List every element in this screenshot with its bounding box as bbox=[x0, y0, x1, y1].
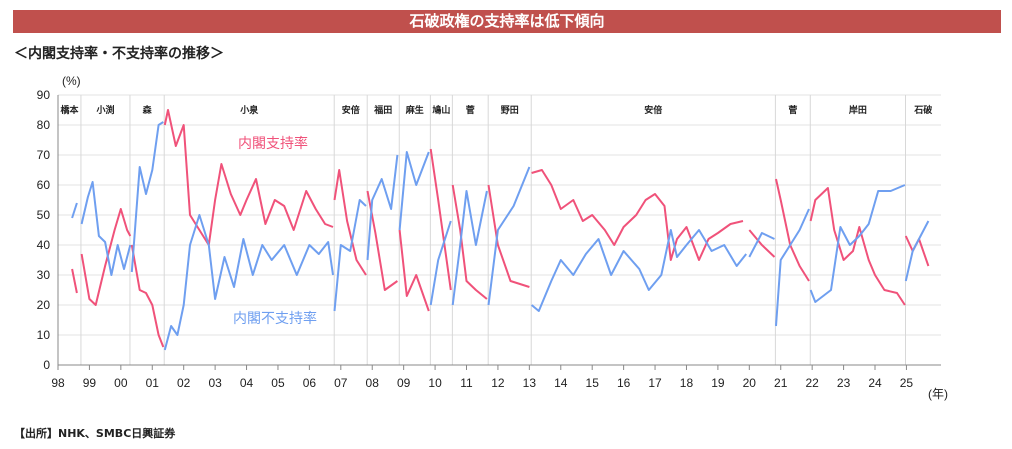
y-tick-label: 80 bbox=[37, 118, 51, 132]
era-label: 石破 bbox=[913, 104, 933, 116]
x-tick-label: 99 bbox=[83, 376, 97, 390]
x-tick-label: 98 bbox=[51, 376, 65, 390]
y-tick-label: 50 bbox=[37, 208, 51, 222]
source-note: 【出所】NHK、SMBC日興証券 bbox=[14, 427, 176, 440]
chart-title-banner: 石破政権の支持率は低下傾向 bbox=[13, 10, 1001, 33]
x-tick-label: 17 bbox=[648, 376, 662, 390]
y-tick-label: 40 bbox=[37, 238, 51, 252]
x-tick-label: 13 bbox=[523, 376, 537, 390]
series-label-support: 内閣支持率 bbox=[238, 135, 308, 152]
y-tick-label: 90 bbox=[37, 88, 51, 102]
x-tick-label: 09 bbox=[397, 376, 411, 390]
era-label: 森 bbox=[143, 104, 153, 116]
era-label: 菅 bbox=[788, 104, 797, 116]
x-tick-label: 18 bbox=[680, 376, 694, 390]
nonsupport-rate-line bbox=[130, 121, 164, 273]
support-rate-line bbox=[80, 208, 132, 306]
y-unit-label: (%) bbox=[62, 74, 81, 88]
era-label: 野田 bbox=[501, 105, 519, 116]
y-tick-label: 20 bbox=[37, 298, 51, 312]
support-rate-line bbox=[333, 169, 367, 276]
x-tick-label: 07 bbox=[334, 376, 348, 390]
support-rate-line bbox=[163, 109, 334, 246]
series-label-nonsupport: 内閣不支持率 bbox=[233, 310, 317, 327]
y-tick-label: 0 bbox=[43, 358, 50, 372]
x-tick-label: 23 bbox=[837, 376, 851, 390]
nonsupport-rate-line bbox=[366, 154, 399, 261]
nonsupport-rate-line bbox=[904, 220, 930, 282]
x-tick-label: 11 bbox=[460, 376, 473, 390]
x-tick-label: 19 bbox=[711, 376, 725, 390]
nonsupport-rate-line bbox=[429, 220, 452, 306]
x-tick-label: 22 bbox=[805, 376, 819, 390]
nonsupport-rate-line bbox=[530, 229, 747, 312]
nonsupport-rate-line bbox=[775, 208, 810, 327]
support-rate-line bbox=[398, 229, 430, 312]
support-rate-line bbox=[487, 184, 530, 288]
support-rate-line bbox=[451, 184, 488, 300]
y-tick-label: 10 bbox=[37, 328, 51, 342]
nonsupport-rate-line bbox=[809, 184, 906, 303]
nonsupport-rate-line bbox=[333, 199, 367, 312]
x-tick-label: 10 bbox=[428, 376, 442, 390]
nonsupport-rate-line bbox=[80, 181, 132, 276]
x-tick-label: 24 bbox=[868, 376, 882, 390]
support-rate-line bbox=[130, 244, 165, 348]
era-label: 福田 bbox=[373, 104, 392, 116]
x-tick-label: 06 bbox=[303, 376, 317, 390]
x-tick-label: 15 bbox=[586, 376, 600, 390]
support-rate-line bbox=[531, 169, 744, 261]
era-label: 岸田 bbox=[849, 104, 867, 116]
x-tick-label: 12 bbox=[491, 376, 505, 390]
x-tick-label: 20 bbox=[743, 376, 757, 390]
support-rate-line bbox=[809, 187, 906, 306]
era-label: 安倍 bbox=[342, 104, 360, 116]
x-tick-label: 04 bbox=[240, 376, 254, 390]
era-label: 菅 bbox=[466, 104, 475, 116]
era-label: 鳩山 bbox=[432, 104, 450, 116]
era-label: 小渕 bbox=[95, 104, 114, 116]
x-tick-label: 16 bbox=[617, 376, 631, 390]
support-rate-line bbox=[429, 148, 452, 291]
nonsupport-rate-line bbox=[487, 166, 531, 306]
x-tick-label: 03 bbox=[208, 376, 222, 390]
x-tick-label: 08 bbox=[366, 376, 380, 390]
x-tick-label: 02 bbox=[177, 376, 191, 390]
x-tick-label: 14 bbox=[554, 376, 568, 390]
era-label: 小泉 bbox=[239, 104, 259, 116]
y-tick-label: 60 bbox=[37, 178, 51, 192]
support-rate-line bbox=[71, 268, 78, 294]
era-label: 安倍 bbox=[644, 104, 662, 116]
x-tick-label: 00 bbox=[114, 376, 128, 390]
x-tick-label: 05 bbox=[271, 376, 285, 390]
era-label: 橋本 bbox=[60, 104, 79, 116]
nonsupport-rate-line bbox=[451, 190, 488, 306]
era-label: 麻生 bbox=[405, 104, 424, 116]
nonsupport-rate-line bbox=[71, 202, 78, 219]
support-rate-line bbox=[748, 229, 776, 258]
y-tick-label: 70 bbox=[37, 148, 51, 162]
x-unit-label: (年) bbox=[928, 387, 948, 401]
nonsupport-rate-line bbox=[163, 214, 334, 351]
x-tick-label: 25 bbox=[900, 376, 914, 390]
x-tick-label: 21 bbox=[774, 376, 788, 390]
x-tick-label: 01 bbox=[146, 376, 160, 390]
nonsupport-rate-line bbox=[748, 232, 775, 258]
nonsupport-rate-line bbox=[398, 151, 430, 231]
y-tick-label: 30 bbox=[37, 268, 51, 282]
chart-subtitle: ＜内閣支持率・不支持率の推移＞ bbox=[14, 46, 224, 62]
